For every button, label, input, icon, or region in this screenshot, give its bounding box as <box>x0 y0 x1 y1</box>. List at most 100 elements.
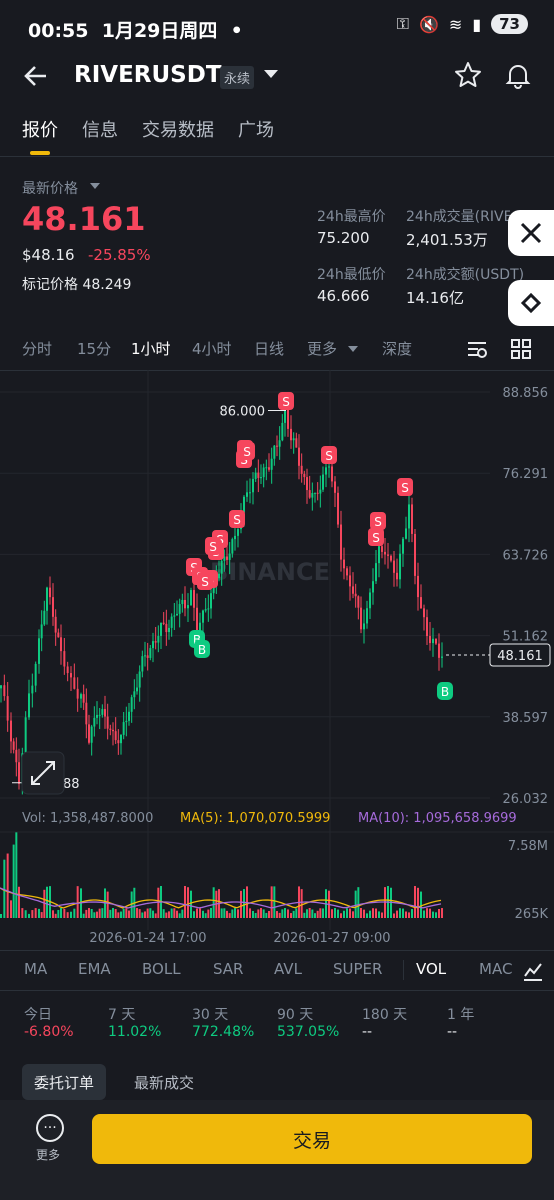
candle <box>284 408 286 423</box>
ind-macd[interactable]: MAC <box>479 960 513 978</box>
tf-1d[interactable]: 日线 <box>254 340 285 358</box>
more-icon[interactable]: ··· <box>36 1114 64 1142</box>
volume-bar <box>141 912 144 918</box>
candle <box>306 477 308 491</box>
more-caret-icon[interactable] <box>348 346 358 352</box>
candle <box>346 568 348 576</box>
volume-bar <box>162 909 165 918</box>
candle <box>228 553 231 560</box>
tf-depth[interactable]: 深度 <box>382 340 413 358</box>
volume-bar <box>128 910 130 918</box>
tf-line[interactable]: 分时 <box>22 340 53 358</box>
volume-bar <box>173 908 176 918</box>
candle <box>331 466 333 482</box>
sell-marker <box>397 478 413 496</box>
ind-ma[interactable]: MA <box>24 960 48 978</box>
sell-marker <box>278 392 294 410</box>
tab-recent-trades[interactable]: 最新成交 <box>134 1074 195 1092</box>
ma5-line <box>0 887 442 909</box>
ind-boll[interactable]: BOLL <box>142 960 181 978</box>
buy-marker <box>437 682 453 700</box>
sell-marker-label: S <box>201 575 209 589</box>
tf-more[interactable]: 更多 <box>307 340 338 358</box>
chart-settings-icon[interactable] <box>466 338 488 360</box>
candle <box>170 616 173 628</box>
candle <box>125 720 128 723</box>
candle <box>262 467 265 478</box>
ind-ema[interactable]: EMA <box>78 960 111 978</box>
candle <box>366 608 368 624</box>
volume-bar <box>202 910 204 918</box>
volume-bar <box>231 909 234 918</box>
tf-4h[interactable]: 4小时 <box>192 340 232 358</box>
candle <box>260 477 262 479</box>
high-marker: 86.000 <box>220 404 266 419</box>
divider <box>0 370 554 371</box>
candle <box>85 702 88 725</box>
tab-info[interactable]: 信息 <box>82 120 118 141</box>
usd-price: $48.16 <box>22 246 75 264</box>
tab-open-orders[interactable]: 委托订单 <box>22 1064 107 1100</box>
signal-icon: ▮ <box>472 14 482 34</box>
candle <box>237 529 239 536</box>
candle <box>70 673 72 678</box>
ind-sar[interactable]: SAR <box>213 960 244 978</box>
price-tick: 26.032 <box>503 792 549 807</box>
side-swap-button[interactable] <box>508 280 554 326</box>
volume-bar <box>314 913 316 918</box>
ind-super[interactable]: SUPER <box>333 960 383 978</box>
expand-button[interactable] <box>21 751 65 795</box>
tab-square[interactable]: 广场 <box>238 120 274 141</box>
candle <box>10 720 12 742</box>
candle <box>173 615 176 617</box>
star-icon[interactable] <box>454 61 482 89</box>
volume-bar <box>223 908 226 918</box>
side-grid-button[interactable] <box>508 210 554 256</box>
ind-avl[interactable]: AVL <box>274 960 302 978</box>
candle <box>106 716 109 729</box>
volume-bar <box>270 886 273 918</box>
symbol-title[interactable]: RIVERUSDT <box>74 62 222 88</box>
volume-bar <box>96 911 98 918</box>
volume-bar <box>15 832 18 918</box>
volume-bar <box>420 891 422 918</box>
ind-vol[interactable]: VOL <box>416 960 447 978</box>
volume-bar <box>441 908 443 918</box>
timeframe-bar: 分时 15分 1小时 4小时 日线 更多 深度 <box>0 338 554 362</box>
candle <box>176 613 178 616</box>
candle <box>112 729 114 732</box>
candle <box>234 535 236 540</box>
tf-1h[interactable]: 1小时 <box>131 340 171 358</box>
candle <box>328 466 330 468</box>
sell-marker <box>239 442 255 460</box>
candle <box>303 473 306 478</box>
wifi-icon: ≋ <box>448 14 463 34</box>
indicator-chart-icon[interactable] <box>522 960 544 982</box>
more-label[interactable]: 更多 <box>36 1148 61 1162</box>
tab-quote[interactable]: 报价 <box>22 120 58 141</box>
tf-15m[interactable]: 15分 <box>77 340 112 358</box>
last-price-label[interactable]: 最新价格 <box>22 181 78 197</box>
candle <box>98 714 101 716</box>
bell-icon[interactable] <box>504 61 532 89</box>
candlestick-chart[interactable]: BINANCE 86.00028.388SSSSSSSSSSSSSSSSBBB … <box>0 370 554 950</box>
sell-marker-label: S <box>325 449 333 463</box>
status-icons: ⚿ 🔇 ≋ ▮ 73 <box>397 14 528 34</box>
chevron-down-icon[interactable] <box>264 70 278 78</box>
candle <box>249 492 251 494</box>
layout-grid-icon[interactable] <box>510 338 532 360</box>
volume-bar <box>357 887 360 918</box>
volume-bar <box>109 909 112 918</box>
candle <box>15 749 18 763</box>
tab-trading-data[interactable]: 交易数据 <box>142 120 214 141</box>
caret-down-icon[interactable] <box>90 183 100 189</box>
watermark: BINANCE <box>210 558 330 586</box>
candle <box>28 693 30 718</box>
volume-bar <box>417 887 419 918</box>
candle <box>393 560 395 573</box>
trade-button[interactable]: 交易 <box>92 1114 532 1164</box>
battery-icon: 73 <box>491 14 528 34</box>
buy-marker-label: B <box>441 685 449 699</box>
back-arrow-icon[interactable] <box>22 62 50 90</box>
price-tick: 38.597 <box>503 711 549 726</box>
